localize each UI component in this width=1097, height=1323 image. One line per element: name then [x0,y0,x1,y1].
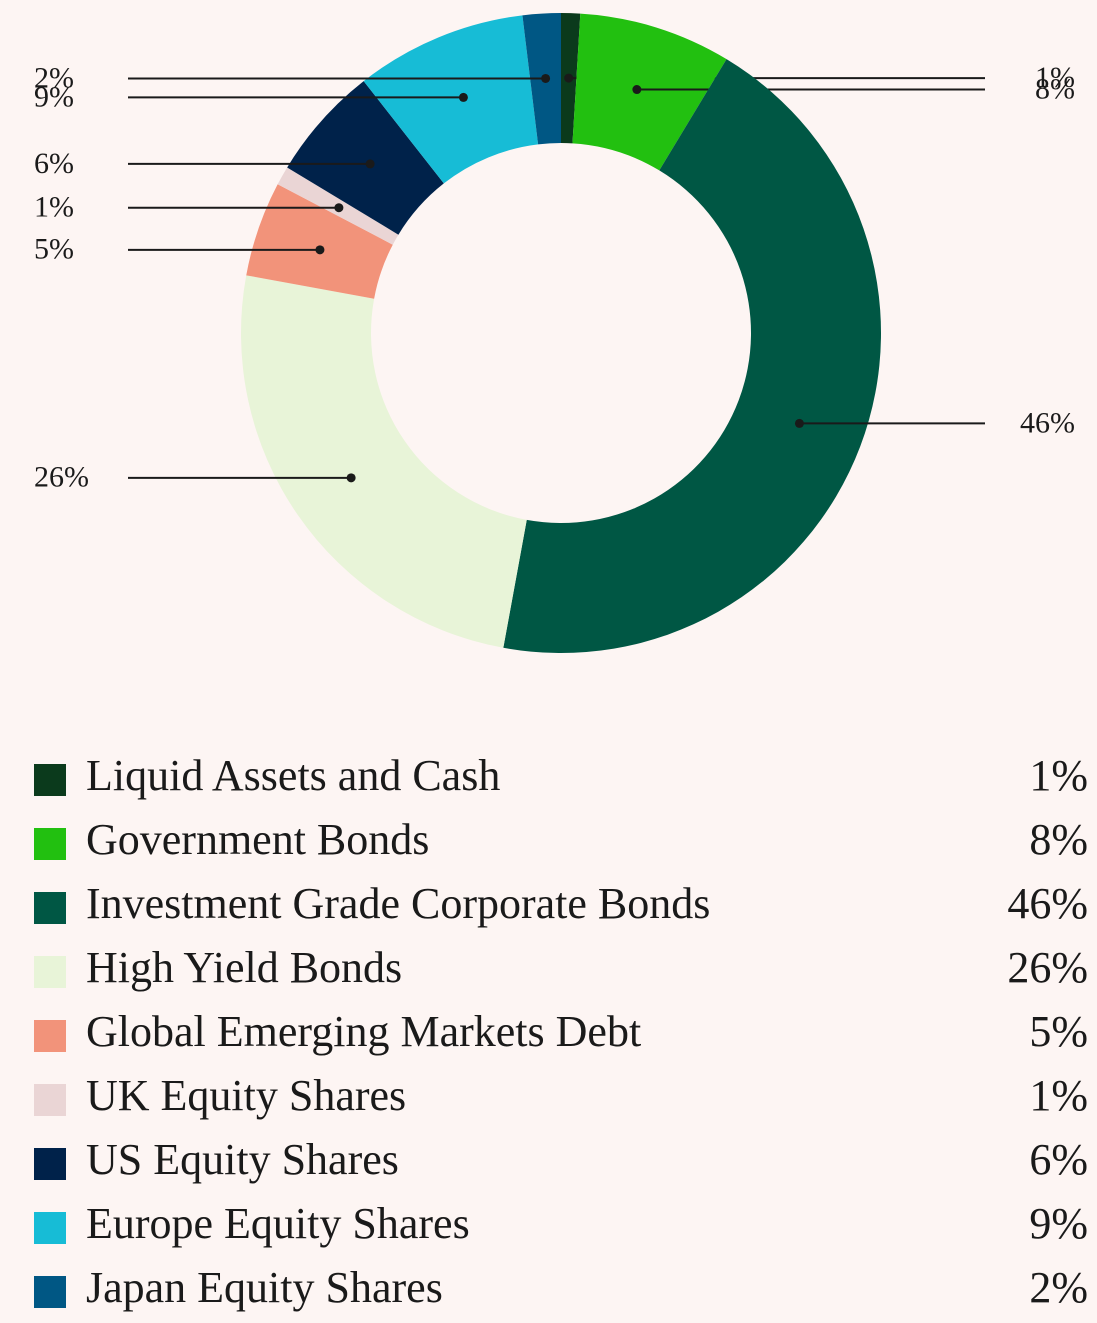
legend-swatch [34,1276,66,1308]
legend-swatch [34,828,66,860]
donut-slice [363,15,539,184]
legend-swatch [34,1020,66,1052]
leader-dot [632,85,642,95]
slice-label: 1% [1035,61,1075,94]
legend-swatch [34,1084,66,1116]
legend-value: 1% [1029,1071,1088,1120]
legend-label: US Equity Shares [86,1135,399,1184]
legend-value: 5% [1029,1007,1088,1056]
slice-label: 6% [34,147,74,180]
legend-swatch [34,1148,66,1180]
slice-label: 26% [34,461,89,494]
slice-label: 2% [34,61,74,94]
leader-dot [365,159,375,169]
leader-dot [794,418,804,428]
donut-slice [246,184,393,299]
slice-label: 46% [1020,406,1075,439]
leader-dot [346,473,356,483]
donut-slice [241,275,527,648]
legend-value: 26% [1007,943,1088,992]
legend-value: 9% [1029,1199,1088,1248]
leader-dot [458,92,468,102]
legend-label: Liquid Assets and Cash [86,751,500,800]
leader-dot [334,203,344,213]
donut-slice [572,13,727,171]
legend-swatch [34,956,66,988]
legend-label: Government Bonds [86,815,429,864]
legend-label: Investment Grade Corporate Bonds [86,879,710,928]
legend-value: 2% [1029,1263,1088,1312]
legend-label: High Yield Bonds [86,943,402,992]
legend-swatch [34,892,66,924]
legend-label: Japan Equity Shares [86,1263,443,1312]
legend-label: Europe Equity Shares [86,1199,470,1248]
leader-dot [315,245,325,255]
donut-slice [503,59,881,653]
legend-label: Global Emerging Markets Debt [86,1007,641,1056]
legend-value: 6% [1029,1135,1088,1184]
slice-label: 8% [1035,72,1075,105]
legend-swatch [34,1212,66,1244]
legend-value: 46% [1007,879,1088,928]
legend-swatch [34,764,66,796]
slice-label: 5% [34,233,74,266]
slice-label: 9% [34,80,74,113]
leader-dot [564,73,574,83]
legend-label: UK Equity Shares [86,1071,406,1120]
legend-value: 8% [1029,815,1088,864]
leader-dot [541,73,551,83]
slice-label: 1% [34,191,74,224]
legend-value: 1% [1029,751,1088,800]
donut-slice [287,81,444,235]
